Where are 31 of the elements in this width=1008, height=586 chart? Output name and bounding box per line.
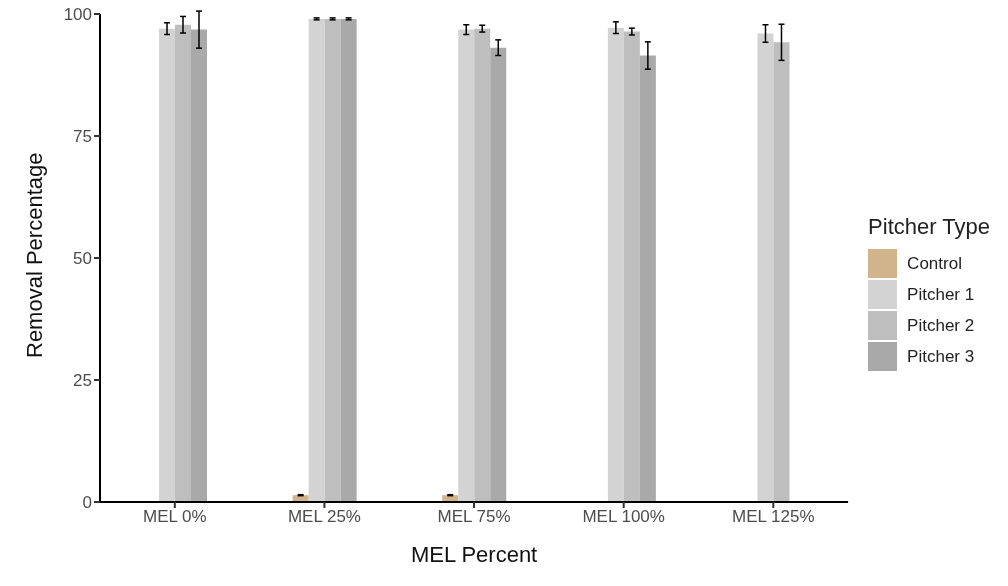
x-axis-title: MEL Percent (410, 542, 538, 567)
bar (490, 47, 507, 502)
bar (324, 18, 341, 502)
bar (191, 29, 207, 502)
legend-title: Pitcher Type (868, 214, 990, 240)
bar (639, 55, 656, 502)
x-tick-label: MEL 75% (437, 507, 511, 527)
bar (458, 29, 475, 502)
bar (607, 27, 624, 502)
legend-label: Pitcher 3 (907, 346, 975, 367)
x-tick-label: MEL 125% (732, 507, 815, 527)
bar (623, 31, 640, 502)
y-tick-label: 25 (73, 371, 92, 391)
bar (159, 28, 175, 502)
y-tick-label: 100 (63, 5, 92, 25)
bar (757, 33, 774, 502)
bar (773, 42, 790, 502)
x-tick-label: MEL 0% (143, 507, 207, 527)
y-tick-label: 50 (73, 249, 92, 269)
bar (308, 18, 325, 502)
y-tick-label: 75 (73, 127, 92, 147)
y-axis-title: Removal Percentage (21, 152, 47, 358)
x-tick-label: MEL 100% (582, 507, 665, 527)
x-tick-label: MEL 25% (287, 507, 361, 527)
bar (175, 24, 191, 502)
bar (340, 18, 357, 502)
legend-label: Pitcher 1 (907, 284, 975, 305)
bar (474, 28, 491, 502)
legend-label: Pitcher 2 (907, 315, 975, 336)
y-tick-label: 0 (82, 493, 92, 513)
legend-label: Control (907, 253, 962, 274)
